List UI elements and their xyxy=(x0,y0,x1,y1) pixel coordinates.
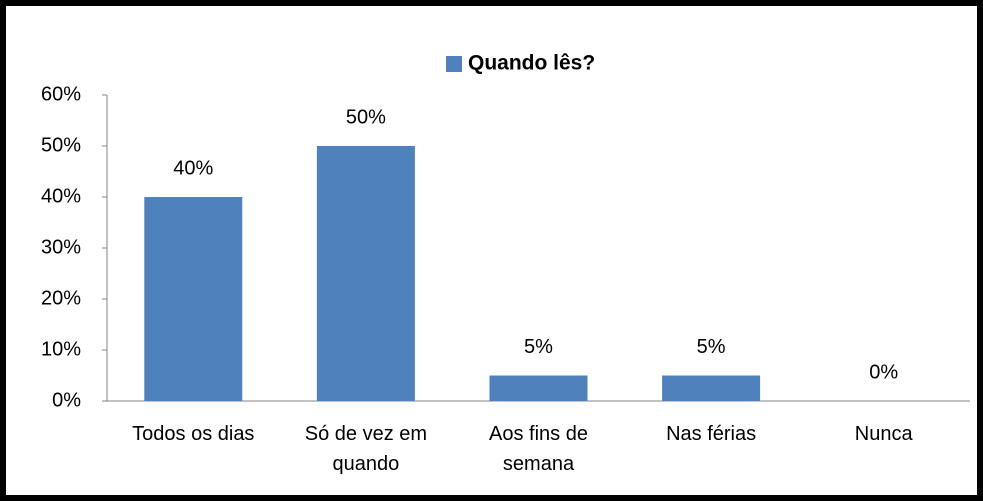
legend-label: Quando lês? xyxy=(468,52,595,75)
data-label: 50% xyxy=(346,106,386,128)
y-tick-label: 0% xyxy=(52,389,81,411)
legend: Quando lês? xyxy=(446,52,595,75)
y-tick-label: 30% xyxy=(41,236,81,258)
bar xyxy=(316,146,415,401)
y-tick-label: 10% xyxy=(41,338,81,360)
x-tick-label: Aos fins de semana xyxy=(489,423,588,475)
x-tick-label: Nunca xyxy=(855,423,914,445)
bar xyxy=(144,197,243,401)
data-label: 40% xyxy=(173,157,213,179)
bar xyxy=(489,375,588,401)
y-tick-label: 20% xyxy=(41,287,81,309)
legend-swatch xyxy=(446,56,462,72)
y-tick-label: 40% xyxy=(41,185,81,207)
x-tick-label: Só de vez em quando xyxy=(305,423,427,475)
y-tick-label: 50% xyxy=(41,134,81,156)
bar xyxy=(662,375,761,401)
x-tick-label: Nas férias xyxy=(666,423,756,445)
x-tick-label: Todos os dias xyxy=(132,423,254,445)
data-label: 0% xyxy=(869,361,898,383)
data-label: 5% xyxy=(697,336,726,358)
y-tick-label: 60% xyxy=(41,83,81,105)
data-label: 5% xyxy=(524,336,553,358)
